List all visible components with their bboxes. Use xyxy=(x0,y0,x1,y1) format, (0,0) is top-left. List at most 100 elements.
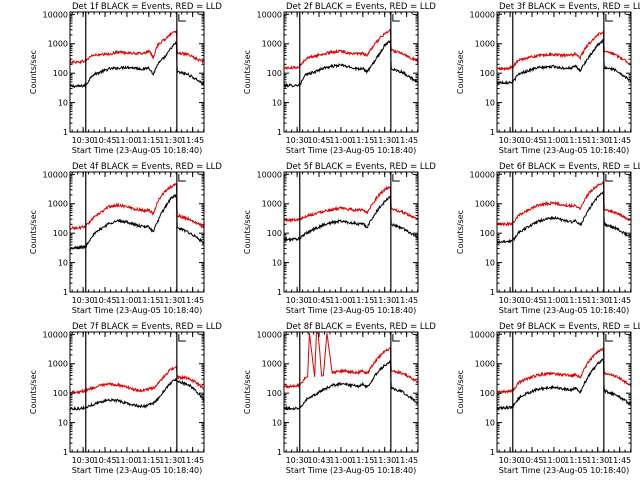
x-tick-label: 10:30 xyxy=(72,296,95,305)
marker-bracket xyxy=(605,174,613,182)
marker-bracket xyxy=(178,174,186,182)
y-tick-label: 1000 xyxy=(475,360,495,369)
y-tick-label: 100 xyxy=(267,229,282,238)
x-tick-label: 11:30 xyxy=(586,296,609,305)
x-tick-label: 11:45 xyxy=(181,456,204,465)
panel-title: Det 5f BLACK = Events, RED = LLD xyxy=(286,162,436,172)
y-tick-label: 10 xyxy=(58,259,68,268)
x-axis-label: Start Time (23-Aug-05 10:18:40) xyxy=(499,146,630,155)
y-tick-label: 10 xyxy=(272,99,282,108)
panel-title: Det 1f BLACK = Events, RED = LLD xyxy=(72,2,222,12)
y-tick-label: 10000 xyxy=(470,330,495,339)
detector-panel-2: Det 2f BLACK = Events, RED = LLD 1 10 100 10… xyxy=(243,2,436,155)
x-tick-label: 11:15 xyxy=(137,456,160,465)
x-tick-label: 10:45 xyxy=(308,136,331,145)
marker-bracket xyxy=(392,14,400,22)
x-axis-label: Start Time (23-Aug-05 10:18:40) xyxy=(286,306,417,315)
y-tick-label: 100 xyxy=(53,229,68,238)
x-tick-label: 11:15 xyxy=(351,456,374,465)
plot-frame xyxy=(283,331,419,453)
y-axis-label: Counts/sec xyxy=(243,370,252,414)
y-tick-label: 10 xyxy=(58,99,68,108)
series-line-events xyxy=(284,39,418,89)
x-axis-label: Start Time (23-Aug-05 10:18:40) xyxy=(72,306,203,315)
x-tick-label: 11:45 xyxy=(181,136,204,145)
x-tick-label: 10:30 xyxy=(286,296,309,305)
y-tick-label: 1000 xyxy=(48,40,68,49)
y-tick-label: 10 xyxy=(58,419,68,428)
y-tick-label: 10000 xyxy=(257,330,282,339)
y-tick-label: 1000 xyxy=(48,200,68,209)
series-line-events xyxy=(70,377,204,411)
x-axis-label: Start Time (23-Aug-05 10:18:40) xyxy=(286,466,417,475)
y-tick-label: 1 xyxy=(63,128,68,137)
x-tick-label: 11:00 xyxy=(329,296,352,305)
plot-frame xyxy=(283,11,419,133)
plot-frame xyxy=(496,171,632,293)
y-tick-label: 1 xyxy=(63,448,68,457)
y-tick-label: 1 xyxy=(490,128,495,137)
series-line-events xyxy=(70,193,204,252)
plot-frame xyxy=(496,11,632,133)
x-tick-label: 11:30 xyxy=(373,136,396,145)
x-axis-label: Start Time (23-Aug-05 10:18:40) xyxy=(72,466,203,475)
x-tick-label: 11:30 xyxy=(586,136,609,145)
x-tick-label: 11:00 xyxy=(542,136,565,145)
x-tick-label: 10:30 xyxy=(72,456,95,465)
plot-frame xyxy=(69,331,205,453)
y-tick-label: 1 xyxy=(490,448,495,457)
x-tick-label: 11:45 xyxy=(395,456,418,465)
y-axis-label: Counts/sec xyxy=(29,370,38,414)
series-line-lld xyxy=(70,365,204,395)
x-tick-label: 11:00 xyxy=(542,456,565,465)
x-tick-label: 11:15 xyxy=(564,136,587,145)
y-axis-label: Counts/sec xyxy=(456,210,465,254)
panel-title: Det 3f BLACK = Events, RED = LLD xyxy=(499,2,640,12)
x-axis-label: Start Time (23-Aug-05 10:18:40) xyxy=(72,146,203,155)
series-line-lld xyxy=(70,182,204,231)
detector-panel-6: Det 6f BLACK = Events, RED = LLD 1 10 100 10… xyxy=(456,162,640,315)
y-tick-label: 100 xyxy=(267,69,282,78)
detector-panel-5: Det 5f BLACK = Events, RED = LLD 1 10 100 10… xyxy=(243,162,436,315)
x-tick-label: 11:45 xyxy=(395,296,418,305)
series-line-lld xyxy=(497,181,631,227)
series-line-lld xyxy=(497,29,631,72)
x-tick-label: 10:30 xyxy=(286,456,309,465)
detector-panel-4: Det 4f BLACK = Events, RED = LLD 1 10 100 10… xyxy=(29,162,222,315)
x-tick-label: 10:30 xyxy=(499,136,522,145)
series-line-events xyxy=(284,360,418,411)
x-tick-label: 10:45 xyxy=(521,296,544,305)
series-line-events xyxy=(497,191,631,245)
plot-frame xyxy=(496,331,632,453)
y-tick-label: 100 xyxy=(480,69,495,78)
panel-title: Det 4f BLACK = Events, RED = LLD xyxy=(72,162,222,172)
x-tick-label: 11:45 xyxy=(608,296,631,305)
y-axis-label: Counts/sec xyxy=(29,210,38,254)
y-tick-label: 10000 xyxy=(43,170,68,179)
x-tick-label: 11:45 xyxy=(608,136,631,145)
y-tick-label: 1 xyxy=(490,288,495,297)
x-tick-label: 11:30 xyxy=(373,456,396,465)
x-tick-label: 10:45 xyxy=(94,296,117,305)
y-tick-label: 10 xyxy=(272,259,282,268)
x-tick-label: 10:30 xyxy=(72,136,95,145)
series-line-events xyxy=(497,357,631,412)
x-tick-label: 11:45 xyxy=(395,136,418,145)
detector-panel-1: Det 1f BLACK = Events, RED = LLD 1 10 100 10… xyxy=(29,2,222,155)
x-tick-label: 10:43 xyxy=(308,456,331,465)
x-tick-label: 10:45 xyxy=(308,296,331,305)
x-tick-label: 11:15 xyxy=(351,136,374,145)
y-tick-label: 10000 xyxy=(43,10,68,19)
y-tick-label: 1 xyxy=(277,288,282,297)
y-tick-label: 10 xyxy=(485,259,495,268)
marker-bracket xyxy=(178,14,186,22)
y-tick-label: 1000 xyxy=(262,200,282,209)
y-tick-label: 10 xyxy=(485,419,495,428)
detector-panel-7: Det 7f BLACK = Events, RED = LLD 1 10 100 10… xyxy=(29,322,222,475)
y-tick-label: 1000 xyxy=(48,360,68,369)
y-tick-label: 10000 xyxy=(470,10,495,19)
x-tick-label: 11:00 xyxy=(329,456,352,465)
y-tick-label: 100 xyxy=(480,229,495,238)
x-tick-label: 11:00 xyxy=(115,296,138,305)
